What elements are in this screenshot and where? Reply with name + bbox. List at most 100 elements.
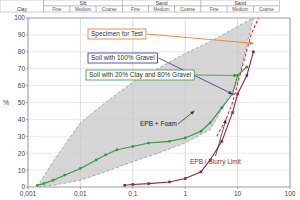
callout-arrow <box>178 111 194 124</box>
header-subcell <box>70 6 96 12</box>
annotations: Specimen for Test Soil with 100% GravelSo… <box>86 29 253 166</box>
marker <box>236 93 239 96</box>
callout-box <box>86 70 194 80</box>
marker <box>184 137 187 140</box>
callout-arrow <box>147 34 253 43</box>
header-sublabel: Medium <box>154 7 170 12</box>
marker <box>231 111 234 114</box>
marker <box>184 177 187 180</box>
chart: Clay Silt Fine Medium Coarse Sand Fine Medium Co… <box>0 0 300 200</box>
axis-label: % <box>3 99 9 106</box>
tick-label: 100 <box>285 190 296 197</box>
marker <box>147 142 150 145</box>
tick-label: 0,01 <box>74 190 87 197</box>
callout: Soil with 100% Gravel <box>88 53 233 94</box>
marker <box>42 182 45 185</box>
plot-frame <box>28 18 290 187</box>
marker <box>246 74 249 77</box>
header: Clay Silt Fine Medium Coarse Sand Fine Medium Co… <box>0 0 279 12</box>
callout: Soil with 20% Clay and 80% Gravel <box>86 70 238 80</box>
tick-label: 20 <box>18 150 26 157</box>
header-cell <box>0 0 44 12</box>
series-line <box>37 67 247 185</box>
callout-text: Soil with 20% Clay and 80% Gravel <box>89 71 192 79</box>
tick-label: 90 <box>18 31 26 38</box>
marker <box>147 182 150 185</box>
marker <box>52 179 55 182</box>
marker <box>168 181 171 184</box>
marker <box>95 159 98 162</box>
tick-label: 10 <box>234 190 242 197</box>
header-label: Clay <box>17 6 28 12</box>
header-sublabel: Coarse <box>181 7 196 12</box>
marker <box>104 153 107 156</box>
marker <box>131 145 134 148</box>
axes: 01020304050607080901000,0010,010,1110100… <box>3 14 296 197</box>
marker <box>123 184 126 187</box>
marker <box>200 170 203 173</box>
arrow-head <box>234 74 238 78</box>
arrow-head <box>190 111 194 115</box>
marker <box>79 167 82 170</box>
header-sublabel: Fine <box>52 7 61 12</box>
callout-text: EPB + Foam <box>140 120 177 127</box>
callout-text: EPB / Slurry Limit <box>190 158 241 166</box>
grid-line <box>28 51 290 52</box>
arrow-head <box>228 91 232 94</box>
header-sublabel: Fine <box>131 7 140 12</box>
marker <box>200 130 203 133</box>
tick-label: 70 <box>18 65 26 72</box>
marker <box>245 66 248 69</box>
header-sublabel: Fine <box>210 7 219 12</box>
tick-label: 100 <box>14 14 25 21</box>
tick-label: 0,001 <box>20 190 37 197</box>
header-sublabel: Medium <box>75 7 91 12</box>
tick-label: 0,1 <box>128 190 137 197</box>
header-subcell <box>122 6 148 12</box>
header-cell <box>201 0 280 6</box>
callout-box <box>88 29 146 39</box>
marker <box>36 184 39 187</box>
marker <box>116 148 119 151</box>
header-cell <box>122 0 201 6</box>
marker <box>221 140 224 143</box>
plot-data <box>36 18 259 187</box>
tick-label: 10 <box>18 167 26 174</box>
tick-label: 80 <box>18 48 26 55</box>
series-line <box>217 18 259 136</box>
header-label: Sand <box>156 0 168 6</box>
header-subcell <box>201 6 227 12</box>
callout-text: Specimen for Test <box>91 30 143 38</box>
marker <box>220 106 223 109</box>
marker <box>132 183 135 186</box>
header-sublabel: Medium <box>232 7 248 12</box>
tick-label: 40 <box>18 116 26 123</box>
header-subcell <box>227 6 253 12</box>
marker <box>168 140 171 143</box>
header-subcell <box>149 6 175 12</box>
callout: Specimen for Test <box>88 29 253 45</box>
header-subcell <box>96 6 122 12</box>
header-sublabel: Coarse <box>259 7 274 12</box>
callout-arrow <box>215 119 226 156</box>
header-label: Sand <box>234 0 246 6</box>
arrow-head <box>223 119 226 123</box>
header-subcell <box>175 6 201 12</box>
band <box>37 18 253 187</box>
callout-box <box>88 53 158 63</box>
header-label: Silt <box>80 0 88 6</box>
marker <box>209 121 212 124</box>
tick-label: 30 <box>18 133 26 140</box>
arrow-head <box>249 41 253 45</box>
tick-label: 60 <box>18 82 26 89</box>
callout: EPB + Foam <box>140 111 194 127</box>
marker <box>252 51 255 54</box>
header-cell <box>44 0 123 6</box>
callout: EPB / Slurry Limit <box>190 119 241 166</box>
marker <box>63 174 66 177</box>
header-subcell <box>253 6 279 12</box>
tick-label: 1 <box>183 190 187 197</box>
callout-arrow <box>195 75 237 76</box>
tick-label: 50 <box>18 99 26 106</box>
header-sublabel: Coarse <box>102 7 117 12</box>
